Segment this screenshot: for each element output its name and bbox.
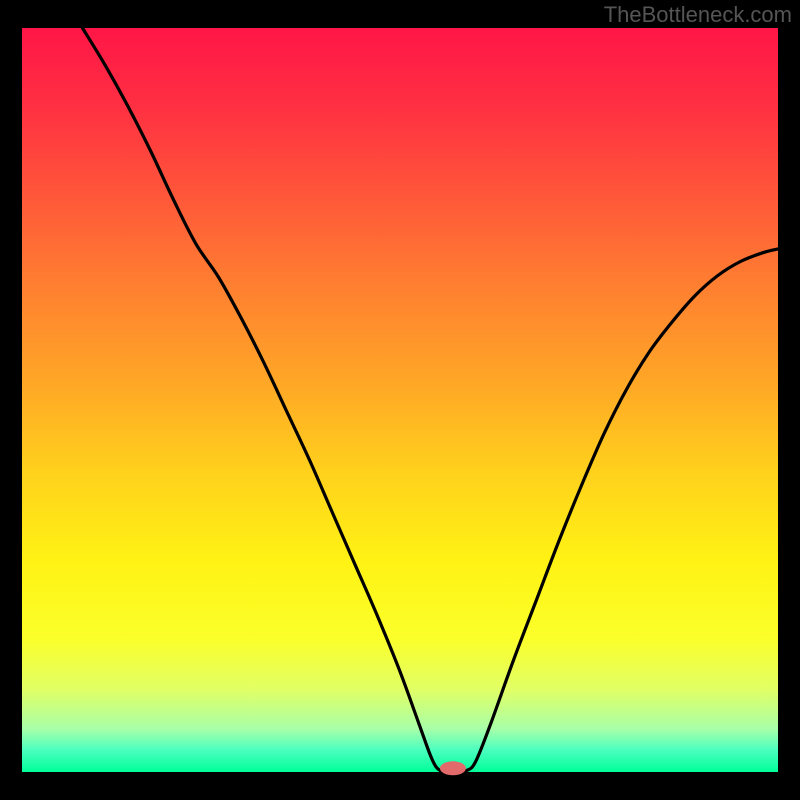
watermark-text: TheBottleneck.com	[604, 2, 792, 28]
plot-background	[22, 28, 778, 772]
chart-svg	[0, 0, 800, 800]
optimal-marker	[440, 761, 466, 775]
bottleneck-chart: TheBottleneck.com	[0, 0, 800, 800]
